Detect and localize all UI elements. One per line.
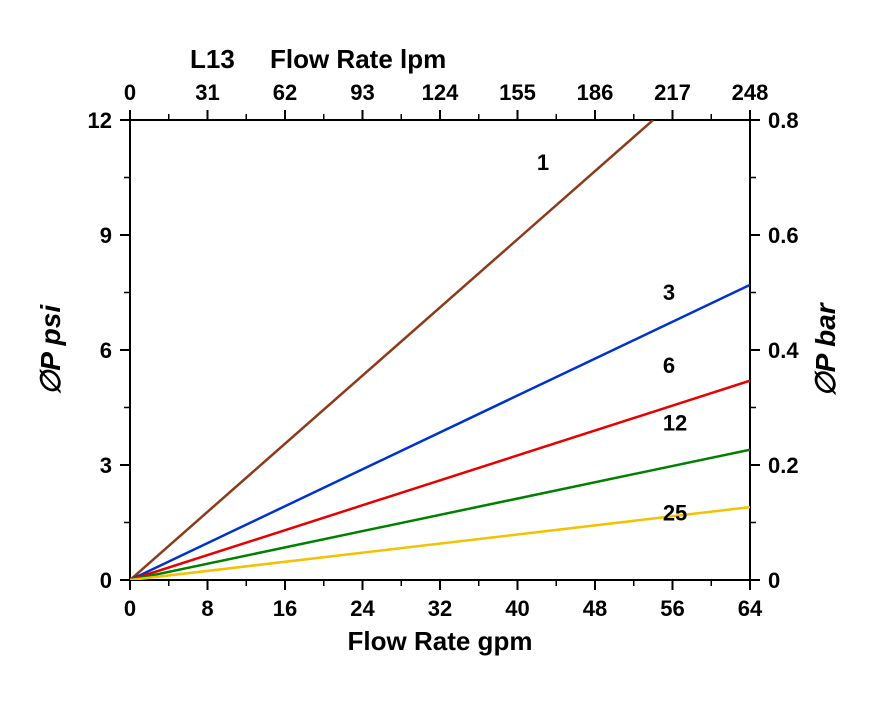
svg-text:40: 40 [505,596,529,621]
svg-text:48: 48 [583,596,607,621]
svg-text:0: 0 [124,596,136,621]
svg-text:0: 0 [100,568,112,593]
svg-text:Flow Rate lpm: Flow Rate lpm [270,44,446,74]
svg-text:62: 62 [273,80,297,105]
svg-text:24: 24 [350,596,375,621]
svg-text:0.6: 0.6 [768,223,799,248]
svg-text:∅P bar: ∅P bar [810,301,841,396]
series-label-12: 12 [663,411,687,436]
svg-text:8: 8 [201,596,213,621]
series-label-1: 1 [537,150,549,175]
svg-text:56: 56 [660,596,684,621]
svg-text:32: 32 [428,596,452,621]
svg-text:217: 217 [654,80,691,105]
svg-text:155: 155 [499,80,536,105]
series-label-3: 3 [663,280,675,305]
svg-text:124: 124 [422,80,459,105]
chart-svg: 0816243240485664Flow Rate gpm03162931241… [0,0,878,702]
svg-text:9: 9 [100,223,112,248]
svg-text:0.4: 0.4 [768,338,799,363]
svg-text:248: 248 [732,80,769,105]
series-label-25: 25 [663,501,687,526]
svg-text:0.8: 0.8 [768,108,799,133]
svg-text:12: 12 [88,108,112,133]
series-label-6: 6 [663,353,675,378]
svg-text:∅P psi: ∅P psi [35,304,66,395]
svg-text:Flow Rate gpm: Flow Rate gpm [348,626,533,656]
svg-text:L13: L13 [190,44,235,74]
svg-text:64: 64 [738,596,763,621]
svg-text:0.2: 0.2 [768,453,799,478]
svg-text:31: 31 [195,80,219,105]
svg-text:3: 3 [100,453,112,478]
svg-text:186: 186 [577,80,614,105]
svg-text:93: 93 [350,80,374,105]
flow-rate-chart: 0816243240485664Flow Rate gpm03162931241… [0,0,878,702]
svg-text:6: 6 [100,338,112,363]
svg-text:0: 0 [124,80,136,105]
svg-text:16: 16 [273,596,297,621]
svg-text:0: 0 [768,568,780,593]
